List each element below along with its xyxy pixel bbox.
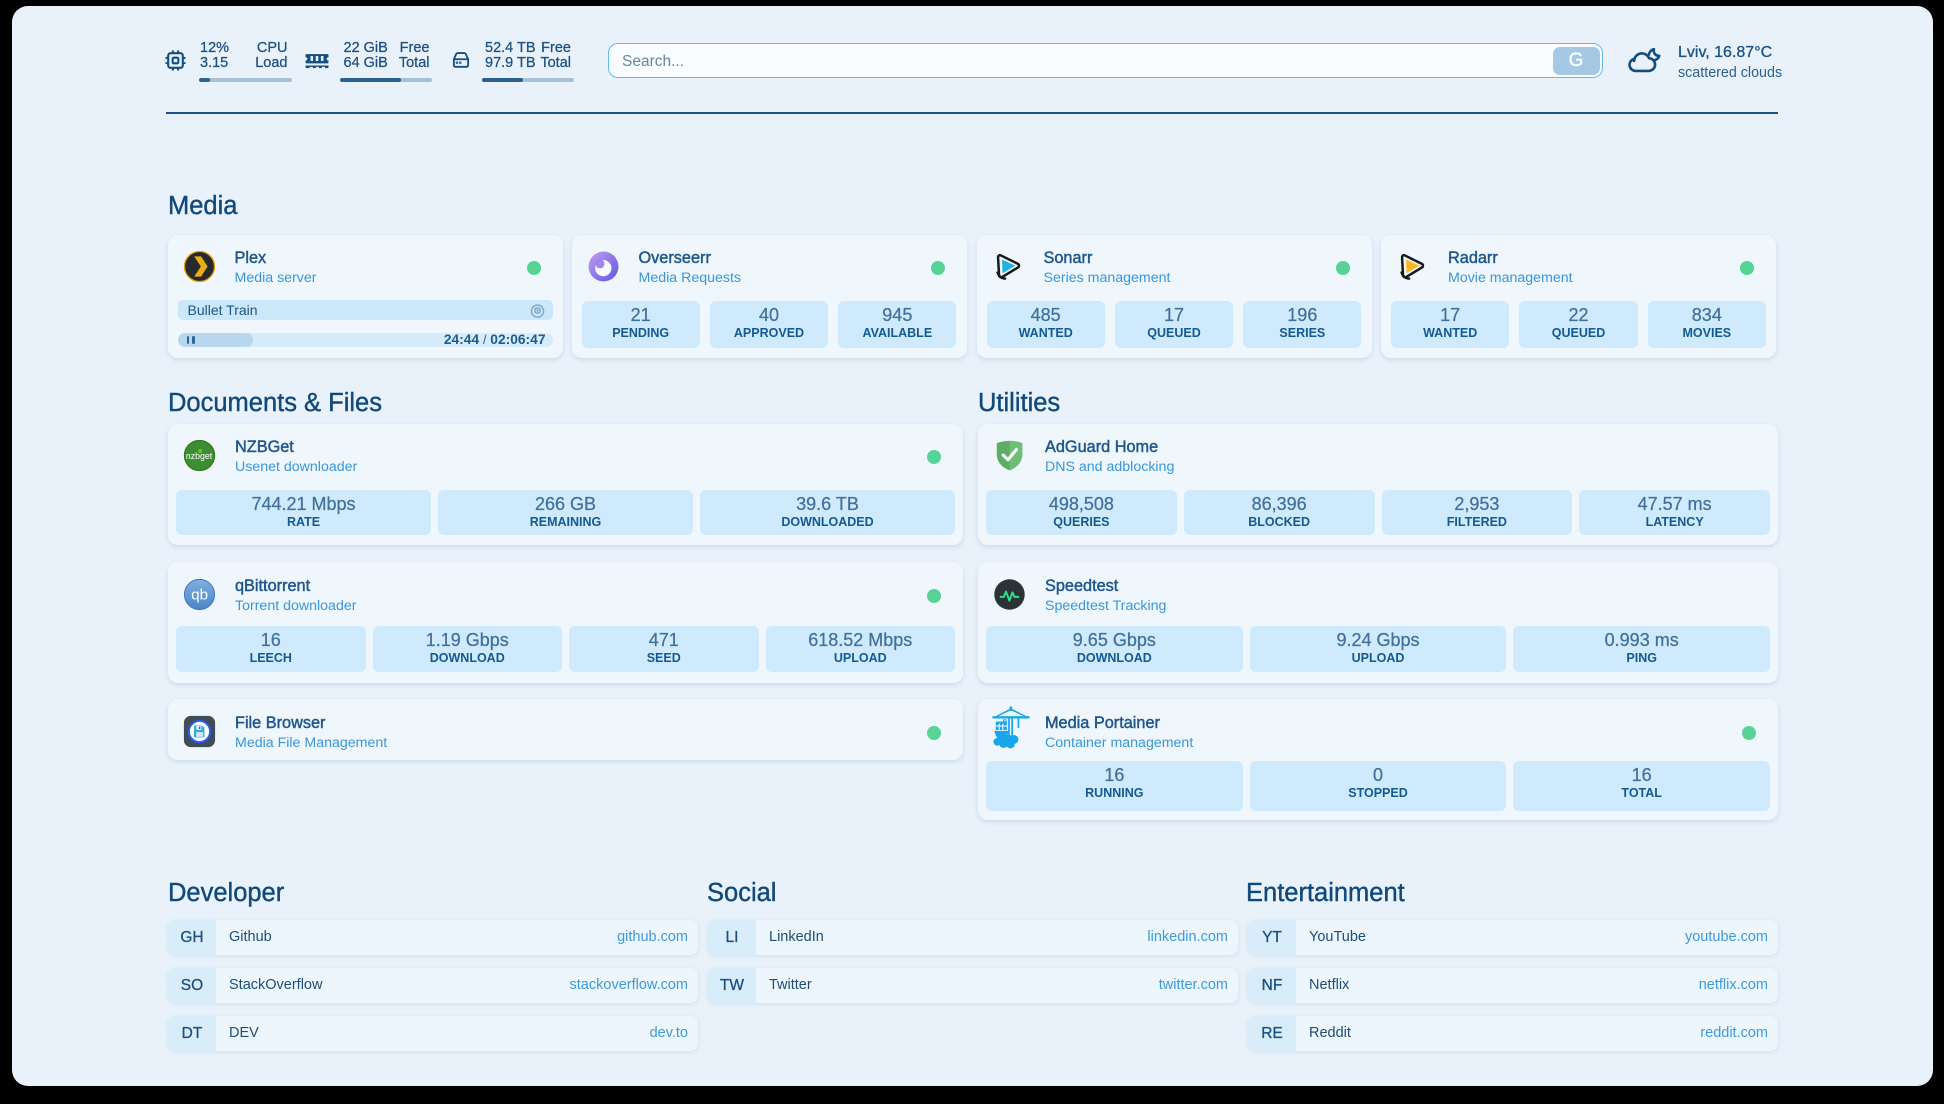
svg-text:nzbget: nzbget xyxy=(186,451,213,461)
svg-text:qb: qb xyxy=(191,586,208,603)
